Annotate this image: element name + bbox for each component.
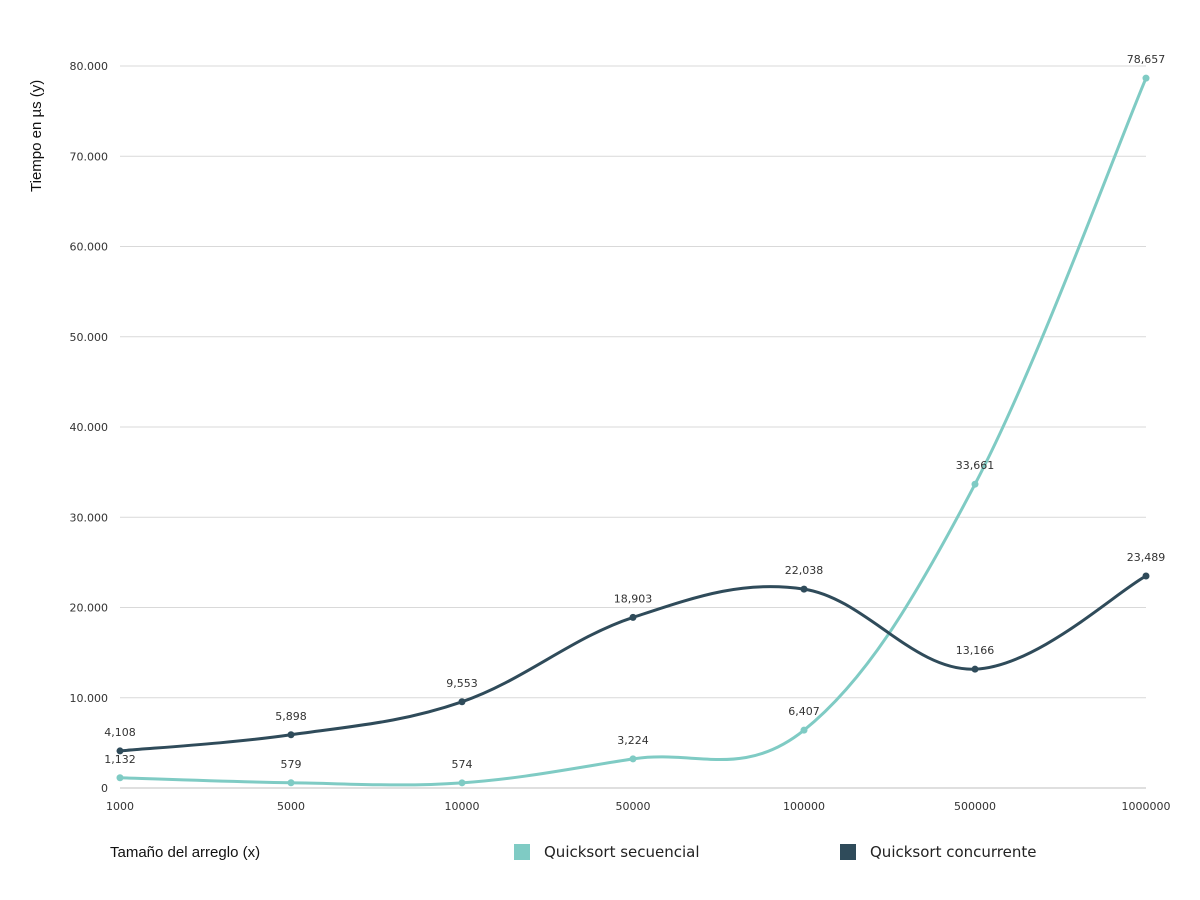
data-point-secuencial[interactable] bbox=[1142, 74, 1150, 82]
y-tick-label: 80.000 bbox=[70, 60, 109, 73]
data-label-concurrente: 22,038 bbox=[785, 564, 824, 577]
x-tick-label: 50000 bbox=[616, 800, 651, 813]
y-tick-label: 60.000 bbox=[70, 241, 109, 254]
data-label-secuencial: 33,661 bbox=[956, 459, 995, 472]
legend-swatch-concurrente bbox=[840, 844, 856, 860]
data-point-concurrente[interactable] bbox=[800, 585, 808, 593]
legend-item-concurrente[interactable]: Quicksort concurrente bbox=[840, 843, 1037, 861]
data-point-secuencial[interactable] bbox=[458, 779, 466, 787]
data-point-concurrente[interactable] bbox=[116, 747, 124, 755]
data-point-concurrente[interactable] bbox=[971, 665, 979, 673]
data-point-concurrente[interactable] bbox=[458, 698, 466, 706]
data-point-concurrente[interactable] bbox=[287, 731, 295, 739]
data-label-secuencial: 574 bbox=[452, 758, 473, 771]
data-label-secuencial: 1,132 bbox=[104, 753, 136, 766]
legend-swatch-secuencial bbox=[514, 844, 530, 860]
data-label-concurrente: 23,489 bbox=[1127, 551, 1166, 564]
y-axis-ticks: 0 10.000 20.000 30.000 40.000 50.000 60.000 70.… bbox=[70, 60, 109, 795]
legend-label-secuencial: Quicksort secuencial bbox=[544, 843, 700, 861]
y-tick-label: 30.000 bbox=[70, 511, 109, 524]
legend-label-concurrente: Quicksort concurrente bbox=[870, 843, 1037, 861]
y-axis-label: Tiempo en µs (y) bbox=[28, 80, 45, 192]
data-point-concurrente[interactable] bbox=[1142, 572, 1150, 580]
x-tick-label: 500000 bbox=[954, 800, 996, 813]
data-point-secuencial[interactable] bbox=[800, 726, 808, 734]
x-axis-label: Tamaño del arreglo (x) bbox=[110, 844, 261, 861]
series-line-secuencial bbox=[119, 77, 1148, 787]
data-point-secuencial[interactable] bbox=[971, 480, 979, 488]
series-lines bbox=[116, 74, 1150, 787]
data-label-secuencial: 579 bbox=[281, 758, 302, 771]
y-tick-label: 0 bbox=[101, 782, 108, 795]
y-tick-label: 10.000 bbox=[70, 692, 109, 705]
x-axis-ticks: 1000 5000 10000 50000 100000 500000 1000000 bbox=[106, 800, 1171, 813]
data-labels: 1,132 579 574 3,224 6,407 33,661 78,657 4,108 5,… bbox=[104, 53, 1165, 771]
data-label-concurrente: 4,108 bbox=[104, 726, 136, 739]
data-point-secuencial[interactable] bbox=[287, 779, 295, 787]
data-point-secuencial[interactable] bbox=[116, 774, 124, 782]
data-label-secuencial: 78,657 bbox=[1127, 53, 1166, 66]
legend-item-secuencial[interactable]: Quicksort secuencial bbox=[514, 843, 700, 861]
x-tick-label: 10000 bbox=[445, 800, 480, 813]
data-label-secuencial: 3,224 bbox=[617, 734, 649, 747]
data-point-secuencial[interactable] bbox=[629, 755, 637, 763]
data-label-concurrente: 18,903 bbox=[614, 592, 653, 605]
y-tick-label: 70.000 bbox=[70, 150, 109, 163]
grid-lines bbox=[120, 65, 1146, 789]
x-tick-label: 100000 bbox=[783, 800, 825, 813]
y-tick-label: 50.000 bbox=[70, 331, 109, 344]
data-label-concurrente: 9,553 bbox=[446, 677, 478, 690]
x-tick-label: 1000000 bbox=[1122, 800, 1171, 813]
x-tick-label: 1000 bbox=[106, 800, 134, 813]
data-label-concurrente: 5,898 bbox=[275, 710, 307, 723]
y-tick-label: 20.000 bbox=[70, 602, 109, 615]
x-tick-label: 5000 bbox=[277, 800, 305, 813]
data-label-secuencial: 6,407 bbox=[788, 705, 820, 718]
data-label-concurrente: 13,166 bbox=[956, 644, 995, 657]
data-point-concurrente[interactable] bbox=[629, 613, 637, 621]
y-tick-label: 40.000 bbox=[70, 421, 109, 434]
